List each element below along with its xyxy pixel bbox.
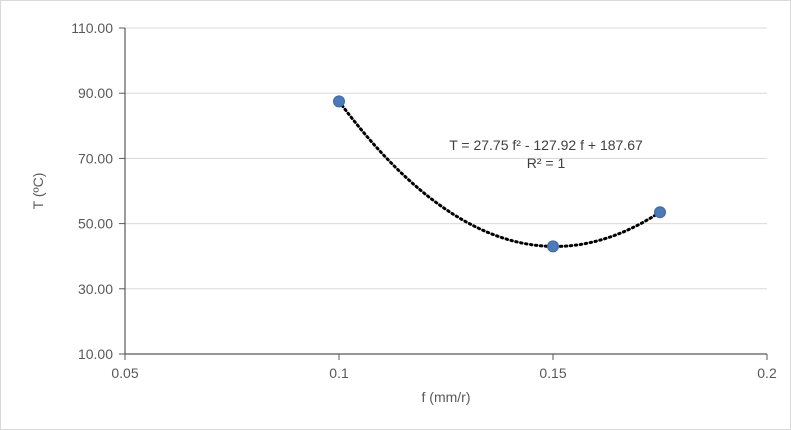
x-tick-label-2: 0.15 (539, 365, 566, 381)
y-tick-label-0: 10.00 (78, 346, 113, 362)
data-point-2 (654, 206, 666, 219)
y-tick-label-5: 110.00 (71, 20, 113, 36)
y-axis-title: T (ºC) (30, 173, 46, 210)
gridlines (125, 27, 767, 290)
y-tick-label-3: 70.00 (78, 150, 113, 166)
tick-labels: 10.00 30.00 50.00 70.00 90.00 110.00 0.05 0.1 0.… (71, 20, 777, 381)
axes (119, 27, 768, 360)
x-tick-label-0: 0.05 (111, 365, 138, 381)
y-tick-label-1: 30.00 (78, 281, 113, 297)
trendline (337, 99, 662, 248)
trendline-equation: T = 27.75 f² - 127.92 f + 187.67 (449, 137, 643, 153)
data-point-1 (547, 240, 559, 253)
x-tick-label-3: 0.2 (757, 365, 777, 381)
x-tick-label-1: 0.1 (329, 365, 349, 381)
y-tick-label-2: 50.00 (78, 216, 113, 232)
data-points (333, 95, 666, 253)
x-axis-title: f (mm/r) (422, 389, 471, 405)
y-tick-label-4: 90.00 (78, 85, 113, 101)
trendline-r-squared: R² = 1 (527, 155, 566, 171)
data-point-0 (333, 95, 345, 108)
